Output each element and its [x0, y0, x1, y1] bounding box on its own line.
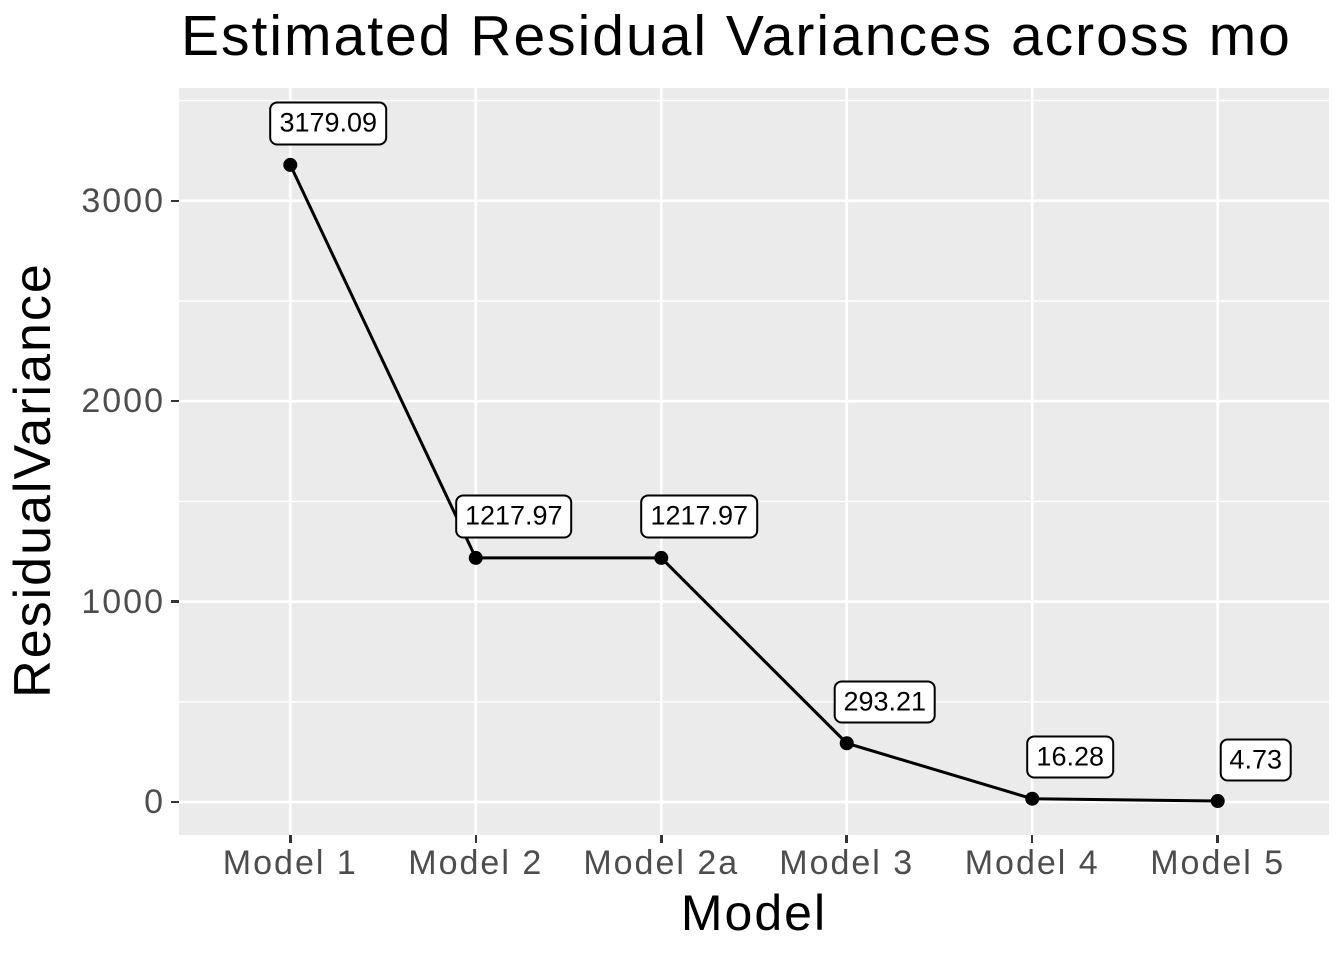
x-tick-label: Model 2 [408, 844, 544, 882]
x-tick-mark [1030, 835, 1034, 843]
y-tick-label: 1000 [81, 582, 165, 621]
point-value-label: 16.28 [1026, 735, 1115, 779]
y-tick-mark [171, 600, 179, 603]
point-value-label: 3179.09 [269, 101, 388, 145]
data-point [839, 736, 854, 751]
x-tick-mark [660, 835, 663, 843]
y-tick-label: 0 [144, 783, 165, 821]
x-axis-title: Model [680, 885, 828, 941]
point-value-label: 4.73 [1219, 738, 1292, 782]
y-tick-mark [171, 800, 179, 804]
data-point [283, 157, 298, 172]
y-axis-title: ResidualVariance [4, 262, 62, 698]
x-tick-mark [1216, 835, 1219, 843]
x-tick-label: Model 5 [1150, 844, 1286, 882]
point-value-label: 293.21 [833, 680, 937, 724]
x-tick-mark [845, 835, 848, 843]
x-tick-mark [289, 835, 292, 843]
y-tick-label: 3000 [81, 181, 165, 220]
data-point [1210, 794, 1225, 809]
x-tick-label: Model 1 [222, 844, 358, 882]
plot-area-svg [179, 88, 1329, 835]
data-point [654, 550, 669, 565]
data-point [1025, 791, 1040, 806]
plot-panel [179, 88, 1329, 835]
data-point [468, 550, 483, 565]
y-tick-label: 2000 [81, 382, 165, 421]
chart-title: Estimated Residual Variances across mo [181, 4, 1292, 68]
x-tick-label: Model 2a [583, 844, 740, 882]
point-value-label: 1217.97 [640, 494, 759, 538]
data-line [288, 164, 1218, 803]
y-tick-mark [171, 399, 179, 403]
x-tick-label: Model 4 [964, 844, 1100, 882]
x-tick-mark [474, 835, 478, 843]
y-tick-mark [171, 199, 179, 203]
point-value-label: 1217.97 [454, 494, 573, 538]
x-tick-label: Model 3 [779, 844, 915, 882]
